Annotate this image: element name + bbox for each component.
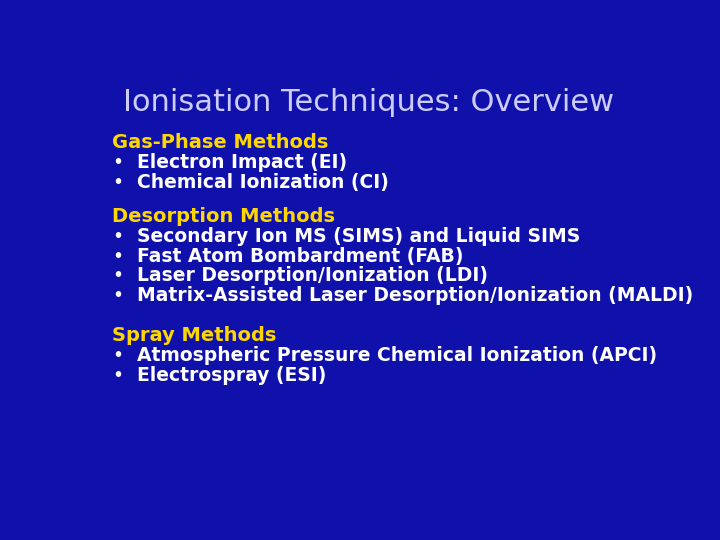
Text: Chemical Ionization (CI): Chemical Ionization (CI) [138, 173, 390, 192]
Text: Desorption Methods: Desorption Methods [112, 207, 336, 226]
Text: •: • [112, 286, 123, 306]
Text: •: • [112, 227, 123, 246]
Text: •: • [112, 266, 123, 286]
Text: Matrix-Assisted Laser Desorption/Ionization (MALDI): Matrix-Assisted Laser Desorption/Ionizat… [138, 286, 693, 306]
Text: •: • [112, 153, 123, 172]
Text: Atmospheric Pressure Chemical Ionization (APCI): Atmospheric Pressure Chemical Ionization… [138, 346, 657, 365]
Text: •: • [112, 366, 123, 385]
Text: Gas-Phase Methods: Gas-Phase Methods [112, 133, 329, 152]
Text: Spray Methods: Spray Methods [112, 326, 276, 346]
Text: Ionisation Techniques: Overview: Ionisation Techniques: Overview [123, 87, 615, 117]
Text: Laser Desorption/Ionization (LDI): Laser Desorption/Ionization (LDI) [138, 266, 488, 286]
Text: Electrospray (ESI): Electrospray (ESI) [138, 366, 327, 385]
Text: •: • [112, 346, 123, 365]
Text: •: • [112, 173, 123, 192]
Text: Secondary Ion MS (SIMS) and Liquid SIMS: Secondary Ion MS (SIMS) and Liquid SIMS [138, 227, 581, 246]
Text: •: • [112, 246, 123, 266]
Text: Electron Impact (EI): Electron Impact (EI) [138, 153, 348, 172]
Text: Fast Atom Bombardment (FAB): Fast Atom Bombardment (FAB) [138, 246, 464, 266]
